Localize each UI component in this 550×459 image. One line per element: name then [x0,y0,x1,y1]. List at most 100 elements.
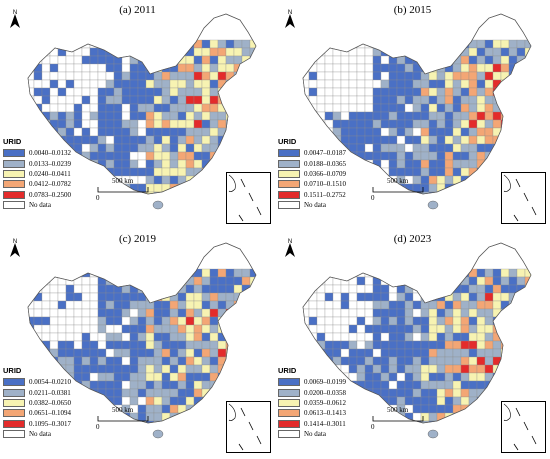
prefecture-region [492,95,502,105]
prefecture-region [201,79,211,89]
prefecture-region [177,167,187,177]
prefecture-region [41,71,51,81]
prefecture-region [388,143,398,153]
prefecture-region [41,79,51,89]
prefecture-region [113,127,123,137]
prefecture-region [533,48,541,56]
prefecture-region [65,316,75,326]
prefecture-region [508,276,518,286]
prefecture-region [524,380,531,390]
prefecture-region [81,308,91,318]
prefecture-region [516,159,526,169]
prefecture-region [508,364,518,374]
prefecture-region [28,308,35,318]
prefecture-region [533,269,541,277]
prefecture-region [241,95,251,105]
prefecture-region [460,87,470,97]
legend-item: 0.1095–0.3017 [3,419,71,429]
prefecture-region [129,79,139,89]
prefecture-region [89,159,99,169]
prefecture-region [436,404,446,414]
prefecture-region [460,63,470,73]
prefecture-region [500,47,510,57]
prefecture-region [524,159,531,169]
prefecture-region [193,95,203,105]
prefecture-region [364,300,374,310]
prefecture-region [193,356,203,366]
prefecture-region [89,127,99,137]
prefecture-region [177,47,187,57]
legend-label: No data [29,201,51,210]
prefecture-region [201,71,211,81]
map-panel-2015: (b) 2015 N URID 0.0047–0.0187 0.0188–0.0… [275,0,550,229]
prefecture-region [209,95,219,105]
prefecture-region [468,143,478,153]
prefecture-region [129,332,139,342]
prefecture-region [193,348,203,358]
prefecture-region [533,40,541,48]
prefecture-region [533,381,541,389]
prefecture-region [217,71,227,81]
prefecture-region [153,79,163,89]
prefecture-region [524,292,531,302]
prefecture-region [364,348,374,358]
prefecture-region [476,372,486,382]
prefecture-region [396,151,406,161]
prefecture-region [129,340,139,350]
prefecture-region [169,159,179,169]
prefecture-region [380,55,390,65]
prefecture-region [332,39,342,49]
prefecture-region [468,340,478,350]
prefecture-region [217,47,227,57]
prefecture-region [209,111,219,121]
prefecture-region [57,292,67,302]
prefecture-region [49,119,59,129]
scale-label-zero: 0 [371,423,375,431]
prefecture-region [340,332,350,342]
prefecture-region [209,39,219,49]
prefecture-region [28,324,35,334]
legend-item: 0.0040–0.0132 [3,148,71,158]
prefecture-region [201,324,211,334]
north-arrow-icon: N [10,10,20,28]
prefecture-region [73,364,83,374]
prefecture-region [388,388,398,398]
prefecture-region [404,135,414,145]
prefecture-region [258,64,266,72]
prefecture-region [89,95,99,105]
prefecture-region [468,300,478,310]
prefecture-region [324,300,334,310]
prefecture-region [428,39,438,49]
legend-label: 0.0651–0.1094 [29,409,71,418]
prefecture-region [145,79,155,89]
prefecture-region [249,348,256,358]
prefecture-region [185,55,195,65]
prefecture-region [28,47,35,57]
prefecture-region [492,284,502,294]
prefecture-region [484,95,494,105]
prefecture-region [169,396,179,406]
prefecture-region [524,71,531,81]
prefecture-region [428,284,438,294]
prefecture-region [436,396,446,406]
prefecture-region [185,324,195,334]
prefecture-region [193,159,203,169]
prefecture-region [468,268,478,278]
prefecture-region [169,191,179,194]
prefecture-region [380,119,390,129]
prefecture-region [121,324,131,334]
prefecture-region [145,308,155,318]
prefecture-region [81,396,91,406]
prefecture-region [81,79,91,89]
prefecture-region [404,87,414,97]
prefecture-region [492,348,502,358]
prefecture-region [388,300,398,310]
prefecture-region [324,348,334,358]
prefecture-region [209,268,219,278]
prefecture-region [97,308,107,318]
prefecture-region [129,396,139,406]
north-arrow-icon: N [10,239,20,257]
prefecture-region [145,55,155,65]
prefecture-region [508,55,518,65]
prefecture-region [324,268,334,278]
